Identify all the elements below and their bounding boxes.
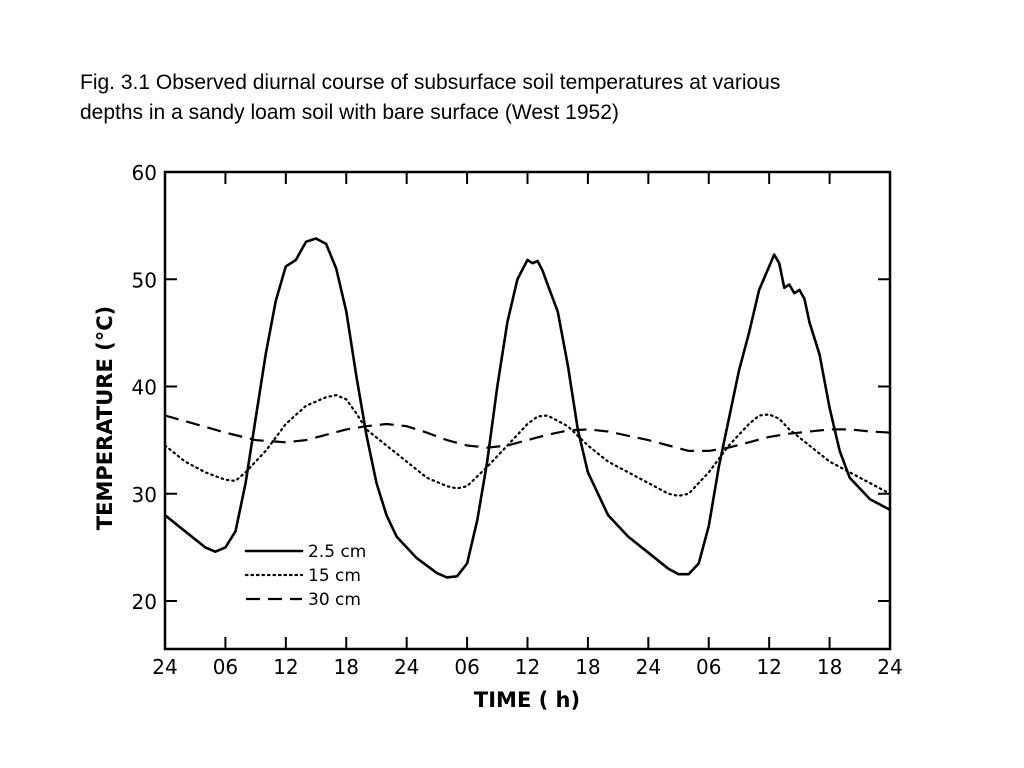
x-tick-label: 18 (575, 655, 600, 679)
x-tick-label: 18 (334, 655, 359, 679)
x-tick-label: 12 (756, 655, 781, 679)
series-group (163, 237, 892, 579)
x-tick-label: 24 (394, 655, 419, 679)
series-line-15-cm (163, 394, 892, 497)
axis-ticks (164, 171, 891, 649)
x-tick-label: 24 (636, 655, 661, 679)
x-tick-label: 18 (817, 655, 842, 679)
series-line-30-cm (164, 414, 891, 452)
x-axis-label: TIME ( h) (474, 688, 580, 712)
x-tick-label: 24 (152, 655, 177, 679)
y-tick-label: 40 (132, 376, 157, 400)
legend-label: 30 cm (308, 590, 361, 610)
y-tick-label: 50 (132, 268, 157, 292)
x-tick-label: 12 (273, 655, 298, 679)
x-tick-label: 24 (877, 655, 902, 679)
caption-line-2: depths in a sandy loam soil with bare su… (80, 101, 619, 124)
y-tick-label: 60 (132, 161, 157, 185)
y-tick-label: 20 (132, 590, 157, 614)
series-line-2-5-cm (163, 237, 892, 579)
x-tick-label: 12 (515, 655, 540, 679)
plot-frame (163, 170, 892, 651)
axis-tick-labels: 24 06 12 18 24 06 12 18 24 06 12 18 24 20 30 40 50 60 (132, 161, 903, 679)
y-axis-label: TEMPERATURE (°C) (93, 306, 117, 530)
x-tick-label: 06 (454, 655, 479, 679)
x-tick-label: 06 (213, 655, 238, 679)
legend-label: 2.5 cm (308, 542, 366, 562)
y-tick-label: 30 (132, 483, 157, 507)
caption-line-1: Fig. 3.1 Observed diurnal course of subs… (80, 71, 781, 94)
figure-caption: Fig. 3.1 Observed diurnal course of subs… (80, 68, 980, 128)
x-tick-label: 06 (696, 655, 721, 679)
legend: 2.5 cm 15 cm 30 cm (244, 542, 366, 610)
legend-label: 15 cm (308, 566, 361, 586)
